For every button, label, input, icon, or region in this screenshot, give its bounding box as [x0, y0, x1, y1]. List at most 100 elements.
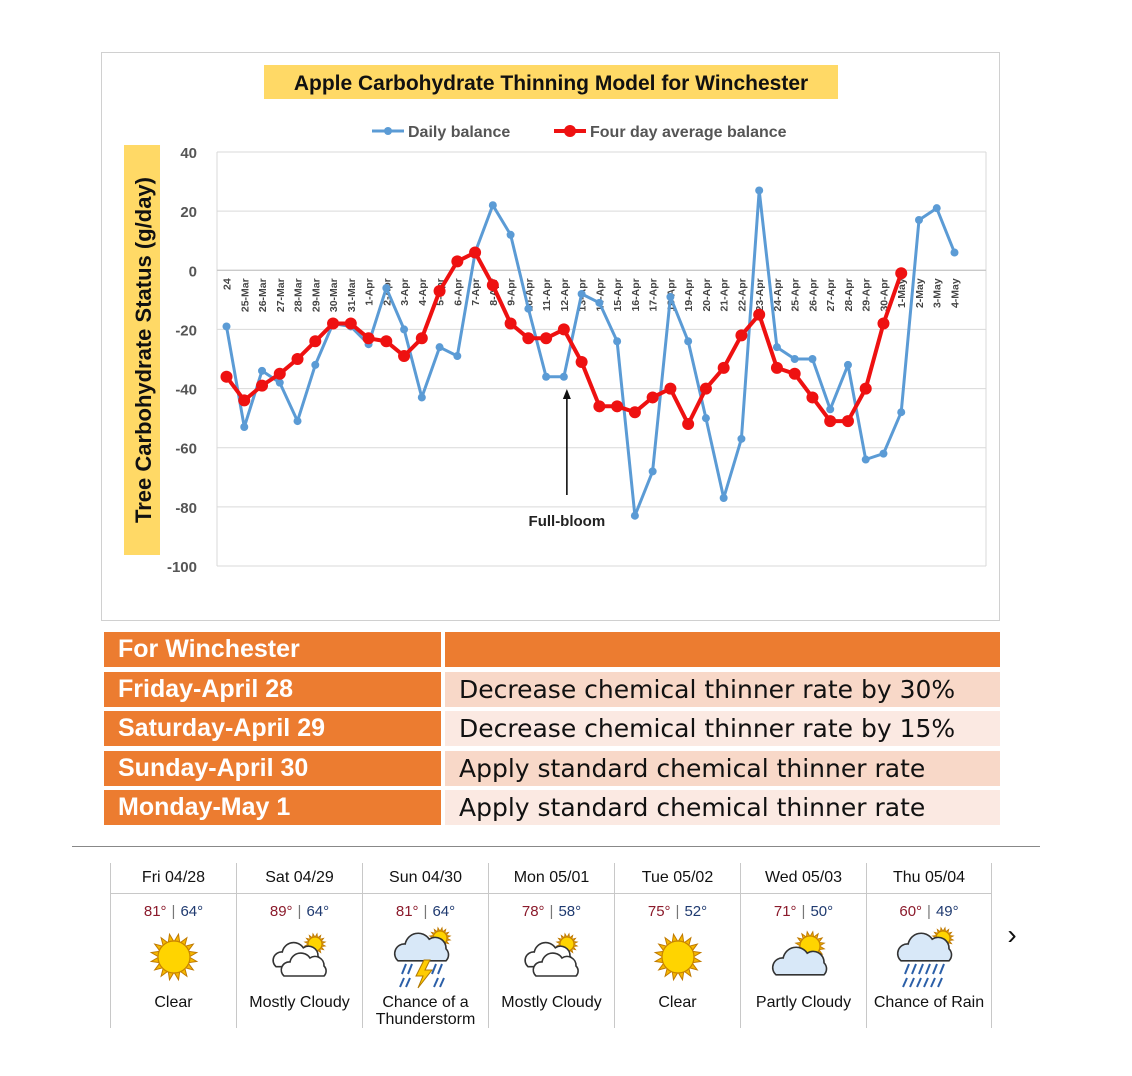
x-tick-label: 11-Apr [541, 278, 553, 311]
table-row-day: Sunday-April 30 [104, 751, 441, 786]
table-row-recommendation: Apply standard chemical thinner rate [445, 751, 1000, 786]
daily-balance-point [879, 449, 888, 458]
x-tick-label: 23-Apr [754, 278, 766, 311]
table-row: Saturday-April 29 Decrease chemical thin… [104, 711, 1000, 746]
daily-balance-point [613, 337, 622, 346]
x-tick-label: 27-Apr [825, 278, 837, 311]
x-tick-label: 19-Apr [683, 278, 695, 311]
four-day-average-point [859, 382, 872, 395]
table-row: Sunday-April 30 Apply standard chemical … [104, 751, 1000, 786]
table-header-blank [445, 632, 1000, 667]
y-tick-label: 40 [180, 145, 197, 162]
daily-balance-point [293, 417, 302, 426]
x-tick-label: 30-Mar [328, 278, 340, 312]
four-day-average-point [770, 361, 783, 374]
table-row-recommendation: Decrease chemical thinner rate by 30% [445, 672, 1000, 707]
x-tick-label: 20-Apr [701, 278, 713, 311]
four-day-average-point [504, 317, 517, 330]
daily-balance-point [524, 304, 533, 313]
y-axis-label: Tree Carbohydrate Status (g/day) [131, 177, 156, 523]
forecast-temp-separator: | [675, 903, 680, 920]
four-day-average-point [451, 255, 464, 268]
four-day-average-point [699, 382, 712, 395]
four-day-average-point [841, 415, 854, 428]
forecast-day-card[interactable]: Wed 05/03 71° | 50° Partly Cloudy [740, 863, 866, 1028]
y-tick-label: -100 [167, 559, 197, 576]
four-day-average-point [646, 391, 659, 404]
daily-balance-point [542, 372, 551, 381]
forecast-temp-separator: | [801, 903, 806, 920]
forecast-high-temp: 81° [395, 903, 419, 920]
annotation-arrow-head [562, 389, 571, 399]
daily-balance-point [843, 360, 852, 369]
four-day-average-point [273, 367, 286, 380]
y-tick-label: -80 [175, 500, 197, 517]
forecast-temps: 89° | 64° [237, 900, 362, 924]
forecast-date: Tue 05/02 [615, 863, 740, 894]
forecast-low-temp: 64° [306, 903, 330, 920]
forecast-day-card[interactable]: Tue 05/02 75° | 52° Clear [614, 863, 740, 1028]
four-day-average-point [291, 353, 304, 365]
forecast-day-card[interactable]: Fri 04/28 81° | 64° Clear [110, 863, 236, 1028]
daily-balance-point [559, 372, 568, 381]
forecast-day-card[interactable]: Sat 04/29 89° | 64° Mostly Cloudy [236, 863, 362, 1028]
sun-icon [111, 924, 236, 990]
table-row-recommendation: Apply standard chemical thinner rate [445, 790, 1000, 825]
mostly-cloudy-icon [489, 924, 614, 990]
four-day-average-point [469, 246, 482, 259]
x-tick-label: 29-Apr [861, 278, 873, 311]
x-tick-label: 26-Apr [807, 278, 819, 311]
x-tick-label: 4-May [950, 278, 962, 308]
four-day-average-point [682, 418, 695, 431]
forecast-condition: Chance of Rain [873, 994, 985, 1011]
forecast-date: Sun 04/30 [363, 863, 488, 894]
x-tick-label: 27-Mar [275, 278, 287, 312]
daily-balance-point [595, 298, 604, 307]
legend-swatch-marker [384, 127, 392, 135]
x-tick-label: 7-Apr [470, 278, 482, 305]
x-tick-label: 22-Apr [736, 278, 748, 311]
four-day-average-point [753, 308, 766, 321]
y-axis-label-highlight [124, 145, 160, 555]
forecast-condition: Partly Cloudy [755, 994, 852, 1011]
forecast-day-card[interactable]: Sun 04/30 81° | 64° Chance of a Thunderstorm [362, 863, 488, 1028]
x-tick-label: 9-Apr [506, 278, 518, 305]
four-day-average-point [309, 335, 322, 348]
four-day-average-point [806, 391, 819, 404]
x-tick-label: 3-Apr [399, 278, 411, 305]
daily-balance-point [897, 408, 906, 417]
four-day-average-point [824, 415, 837, 428]
forecast-temp-separator: | [549, 903, 554, 920]
four-day-average-point [327, 317, 340, 330]
forecast-temps: 81° | 64° [363, 900, 488, 924]
four-day-average-point [362, 332, 375, 345]
y-tick-label: -20 [175, 322, 197, 339]
daily-balance-point [737, 434, 746, 443]
forecast-day-card[interactable]: Mon 05/01 78° | 58° Mostly Cloudy [488, 863, 614, 1028]
four-day-average-point [895, 267, 908, 280]
forecast-temps: 78° | 58° [489, 900, 614, 924]
four-day-average-point [256, 379, 269, 392]
table-row-day: Friday-April 28 [104, 672, 441, 707]
x-tick-label: 17-Apr [648, 278, 660, 311]
forecast-next-chevron-icon[interactable]: › [1007, 919, 1017, 950]
daily-balance-point [382, 284, 391, 293]
x-tick-label: 6-Apr [452, 278, 464, 305]
x-tick-label: 25-Apr [790, 278, 802, 311]
four-day-average-point [540, 332, 553, 345]
forecast-date: Wed 05/03 [741, 863, 866, 894]
daily-balance-point [577, 289, 586, 298]
forecast-day-card[interactable]: Thu 05/04 60° | 49° Chance of Rain [866, 863, 992, 1028]
four-day-average-point [593, 400, 606, 413]
y-tick-label: 0 [189, 263, 197, 280]
daily-balance-point [950, 248, 959, 257]
daily-balance-point [932, 204, 941, 213]
x-tick-label: 28-Apr [843, 278, 855, 311]
carbohydrate-line-chart: Apple Carbohydrate Thinning Model for Wi… [124, 65, 987, 576]
partly-cloudy-icon [741, 924, 866, 990]
forecast-date: Fri 04/28 [111, 863, 236, 894]
forecast-condition: Mostly Cloudy [501, 994, 602, 1011]
mostly-cloudy-icon [237, 924, 362, 990]
y-tick-label: -40 [175, 382, 197, 399]
forecast-high-temp: 60° [899, 903, 923, 920]
